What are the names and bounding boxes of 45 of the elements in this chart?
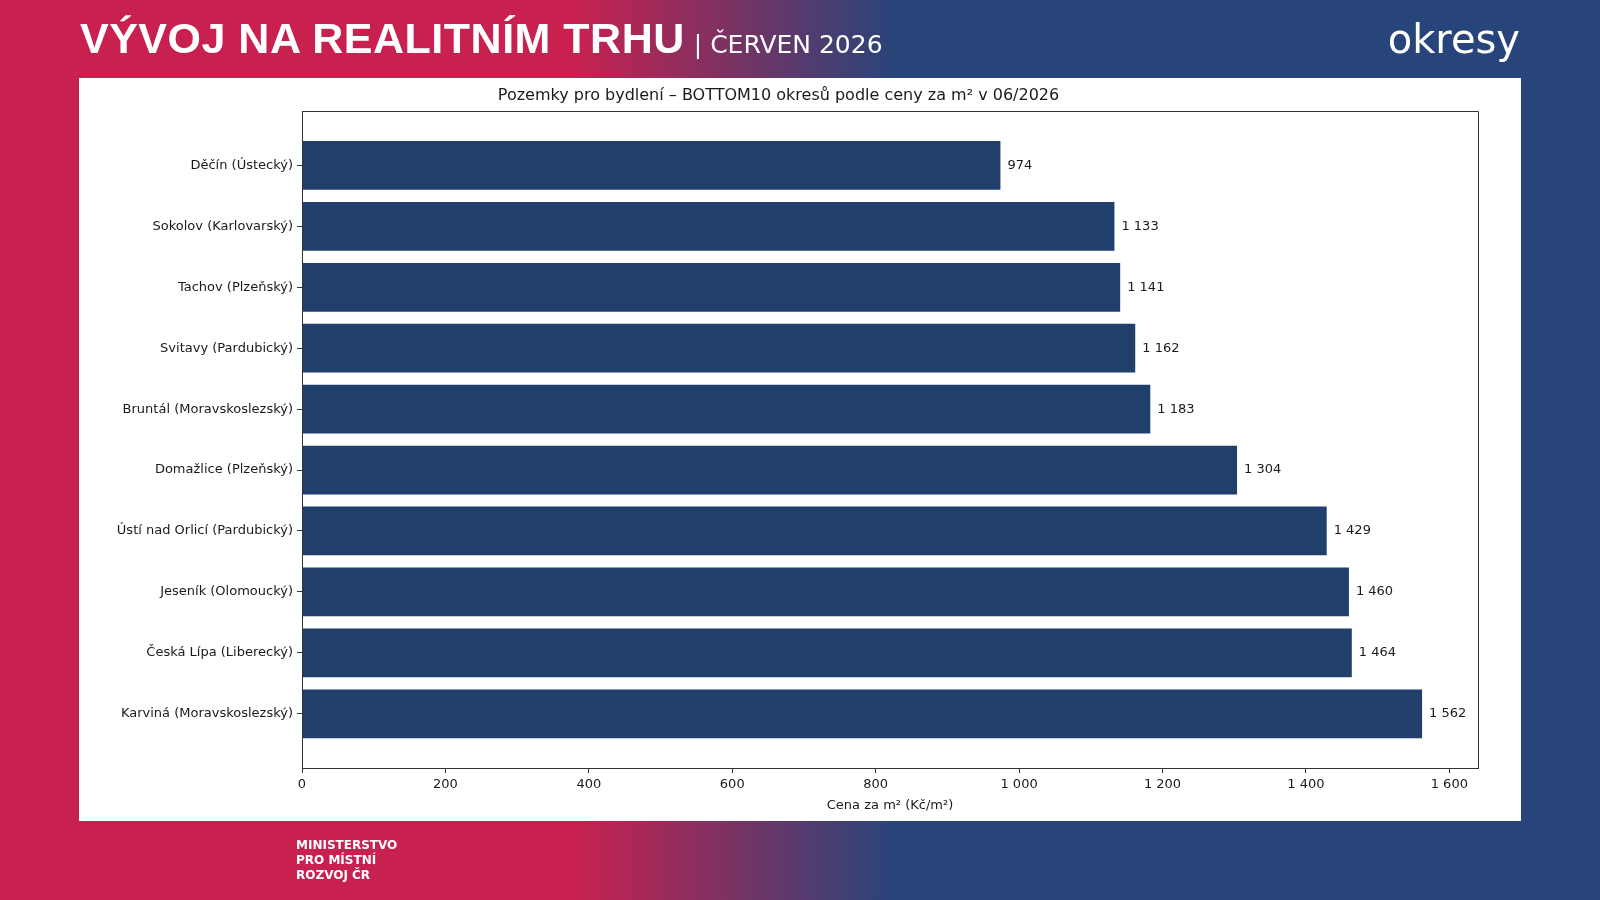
text: okresy bbox=[1387, 16, 1520, 62]
x-tick-label: 400 bbox=[576, 776, 602, 792]
text: MINISTERSTVO PRO MÍSTNÍ ROZVOJ ČR bbox=[296, 838, 399, 883]
y-tick-label: Karviná (Moravskoslezský) bbox=[120, 705, 293, 721]
x-tick-label: 1 000 bbox=[1000, 776, 1038, 792]
data-label: 1 562 bbox=[1429, 705, 1467, 721]
y-tick-label: Ústí nad Orlicí (Pardubický) bbox=[116, 522, 293, 538]
y-tick-label: Česká Lípa (Liberecký) bbox=[146, 644, 293, 660]
x-tick-label: 800 bbox=[863, 776, 889, 792]
data-label: 1 141 bbox=[1127, 278, 1165, 294]
y-tick-label: Tachov (Plzeňský) bbox=[176, 278, 293, 294]
data-label: 1 429 bbox=[1333, 522, 1371, 538]
text: | ČERVEN 2026 bbox=[693, 30, 883, 59]
y-tick-label: Svitavy (Pardubický) bbox=[160, 339, 293, 355]
data-label: 1 464 bbox=[1358, 644, 1397, 660]
x-tick-label: 200 bbox=[433, 776, 458, 792]
x-axis-title: Cena za m² (Kč/m²) bbox=[826, 796, 954, 812]
bar bbox=[302, 262, 1121, 312]
data-label: 1 183 bbox=[1157, 400, 1195, 416]
x-tick-label: 600 bbox=[719, 776, 745, 792]
data-label: 974 bbox=[1007, 156, 1033, 172]
x-tick-label: 1 400 bbox=[1287, 776, 1325, 792]
bar bbox=[302, 689, 1423, 739]
bar bbox=[302, 384, 1151, 434]
data-label: 1 133 bbox=[1121, 217, 1159, 233]
bar bbox=[302, 567, 1349, 617]
bar bbox=[302, 506, 1327, 556]
bar bbox=[302, 141, 1001, 190]
text: VÝVOJ NA REALITNÍM TRHU bbox=[80, 14, 685, 63]
bar bbox=[302, 628, 1352, 678]
y-tick-label: Domažlice (Plzeňský) bbox=[154, 461, 293, 477]
y-tick-label: Sokolov (Karlovarský) bbox=[152, 217, 293, 233]
bar bbox=[302, 201, 1115, 251]
y-tick-label: Bruntál (Moravskoslezský) bbox=[122, 400, 293, 416]
data-label: 1 162 bbox=[1142, 339, 1180, 355]
data-label: 1 460 bbox=[1355, 583, 1394, 599]
chart-title: Pozemky pro bydlení – BOTTOM10 okresů podle ceny za m² v 06/2026 bbox=[497, 84, 1060, 104]
x-tick-label: 1 600 bbox=[1430, 776, 1468, 792]
x-tick-label: 1 200 bbox=[1143, 776, 1182, 792]
bar bbox=[302, 445, 1238, 495]
data-label: 1 304 bbox=[1244, 461, 1282, 477]
x-tick-label: 0 bbox=[297, 776, 307, 792]
y-tick-label: Děčín (Ústecký) bbox=[190, 156, 293, 172]
y-tick-label: Jeseník (Olomoucký) bbox=[159, 583, 293, 599]
bar bbox=[302, 323, 1136, 373]
